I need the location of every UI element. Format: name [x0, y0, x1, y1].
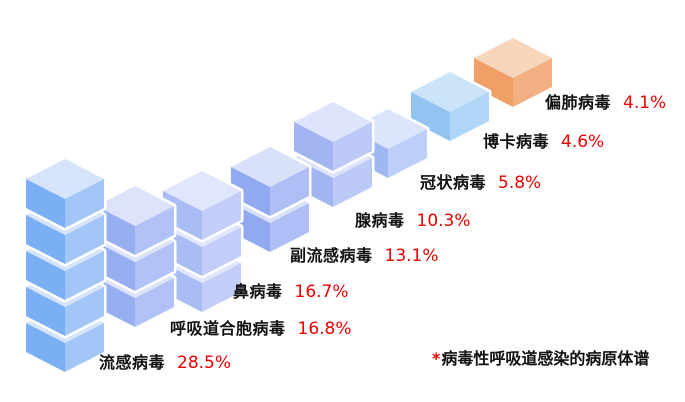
cube [408, 69, 492, 144]
stack-label-name: 腺病毒 [355, 211, 405, 230]
stack-label-value: 5.8% [498, 173, 542, 193]
stack-label-value: 16.7% [294, 282, 349, 302]
cube [93, 183, 177, 258]
cube-left-face [294, 122, 333, 171]
stack-label-name: 偏肺病毒 [545, 93, 612, 112]
cube-right-face [333, 122, 372, 171]
stack-label: 博卡病毒 4.6% [483, 132, 604, 152]
cube-right-face [65, 287, 104, 336]
stack-label-value: 28.5% [177, 353, 232, 373]
cube-right-face [450, 92, 489, 141]
cube-right-face [333, 158, 372, 207]
cube-right-face [270, 203, 309, 252]
footnote-asterisk-icon: * [432, 349, 441, 368]
cube-left-face [26, 251, 65, 300]
cube-right-face [513, 58, 552, 107]
stack-label: 流感病毒 28.5% [99, 353, 231, 373]
stack-label-name: 呼吸道合胞病毒 [170, 319, 286, 338]
stack-label-name: 副流感病毒 [290, 246, 373, 265]
stack-label: 偏肺病毒 4.1% [545, 93, 666, 113]
stack-label-name: 冠状病毒 [420, 173, 487, 192]
stack-label-value: 13.1% [384, 246, 439, 266]
cube-stack [93, 183, 177, 330]
stack-label-value: 16.8% [297, 319, 352, 339]
cube [160, 168, 244, 243]
cube [471, 35, 555, 110]
cube-left-face [26, 179, 65, 228]
cube-right-face [202, 191, 241, 240]
cube-left-face [26, 323, 65, 372]
stack-label-value: 4.1% [623, 93, 667, 113]
cube-right-face [65, 179, 104, 228]
cube-right-face [270, 167, 309, 216]
cube-right-face [202, 263, 241, 312]
stack-label: 呼吸道合胞病毒 16.8% [170, 319, 352, 339]
cube [228, 144, 312, 219]
cube-right-face [202, 227, 241, 276]
cube-right-face [135, 206, 174, 255]
cube-right-face [135, 278, 174, 327]
cube [23, 156, 107, 231]
stack-label-value: 10.3% [416, 211, 471, 231]
cube-stack [471, 35, 555, 110]
cube-stack [291, 99, 375, 210]
cube-right-face [388, 129, 427, 178]
stack-label: 腺病毒 10.3% [355, 211, 471, 231]
footnote: *病毒性呼吸道感染的病原体谱 [432, 348, 649, 370]
stack-label: 冠状病毒 5.8% [420, 173, 541, 193]
cube-right-face [65, 215, 104, 264]
cube-stack [228, 144, 312, 255]
stack-label-value: 4.6% [561, 132, 605, 152]
cube-left-face [26, 287, 65, 336]
cube-right-face [65, 251, 104, 300]
cube-stack [23, 156, 107, 375]
footnote-text: 病毒性呼吸道感染的病原体谱 [441, 349, 650, 368]
stack-label: 副流感病毒 13.1% [290, 246, 439, 266]
cube-left-face [231, 167, 270, 216]
cube-left-face [26, 215, 65, 264]
cube-left-face [411, 92, 450, 141]
stack-label-name: 博卡病毒 [483, 132, 550, 151]
cube-right-face [65, 323, 104, 372]
cube-stack [408, 69, 492, 144]
stack-label-name: 鼻病毒 [233, 282, 283, 301]
cube-left-face [474, 58, 513, 107]
cube-right-face [135, 242, 174, 291]
cube [291, 99, 375, 174]
stack-label-name: 流感病毒 [99, 353, 166, 372]
stack-label: 鼻病毒 16.7% [233, 282, 349, 302]
